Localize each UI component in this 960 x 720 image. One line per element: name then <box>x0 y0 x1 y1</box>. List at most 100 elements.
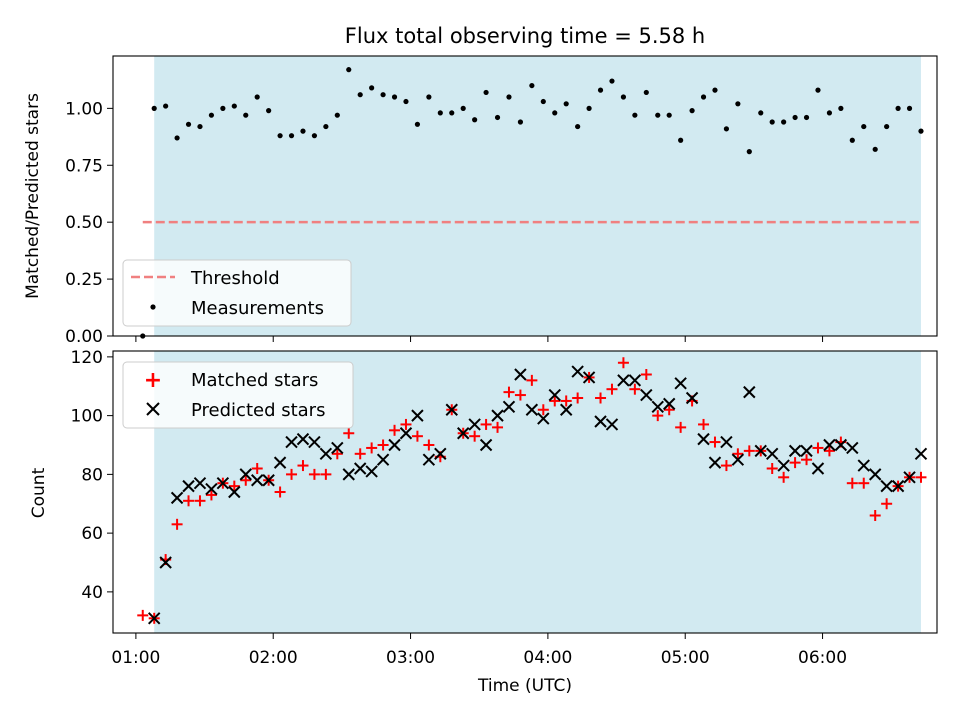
axes-frame <box>112 55 938 337</box>
measurement-point <box>220 105 226 111</box>
measurement-point <box>655 112 661 118</box>
matched-star-point <box>537 404 549 416</box>
predicted-star-point <box>331 441 344 455</box>
matched-star-point <box>514 389 526 401</box>
measurement-point <box>826 110 833 116</box>
predicted-star-point <box>502 400 516 414</box>
matched-star-point <box>823 445 835 457</box>
predicted-star-point <box>262 474 275 487</box>
predicted-star-point <box>445 403 458 416</box>
matched-star-point <box>331 448 343 460</box>
bottom-y-axis-label: Count <box>29 467 49 518</box>
predicted-star-point <box>365 465 378 478</box>
predicted-star-point <box>537 412 550 425</box>
predicted-star-point <box>468 418 481 431</box>
predicted-star-point <box>800 444 813 458</box>
predicted-star-point <box>571 365 584 378</box>
matched-star-point <box>858 477 870 489</box>
predicted-star-point <box>525 403 539 416</box>
bottom-panel: Count Time (UTC) 40 60 80 100 120 01:00 02:00 0… <box>29 348 938 696</box>
predicted-star-point <box>834 438 848 452</box>
y-tick-label: 1.00 <box>65 99 103 119</box>
predicted-star-point <box>559 403 573 416</box>
x-tick-label: 06:00 <box>798 648 847 668</box>
y-tick-label: 80 <box>81 465 103 485</box>
matched-star-point <box>720 460 732 472</box>
measurement-point <box>666 112 672 118</box>
x-tick-label: 01:00 <box>111 648 160 668</box>
measurement-point <box>643 89 649 96</box>
matched-star-point <box>572 392 584 404</box>
measurement-point <box>300 128 306 134</box>
predicted-star-point <box>491 409 504 422</box>
matched-star-point <box>274 486 286 498</box>
measurement-point <box>254 94 260 100</box>
measurement-point <box>597 87 604 93</box>
predicted-star-point <box>182 479 195 493</box>
matched-star-point <box>652 410 664 422</box>
bottom-plot-area: 40 60 80 100 120 01:00 02:00 03:00 04:00 05:00 06:… <box>71 348 938 668</box>
matched-star-point <box>789 457 801 469</box>
matched-star-point <box>801 454 813 466</box>
measurement-point <box>437 110 443 116</box>
matched-star-point <box>915 471 927 483</box>
axes-frame <box>112 350 938 634</box>
matched-star-point <box>480 418 492 430</box>
measurement-point <box>620 94 627 100</box>
measurement-point <box>426 94 432 100</box>
predicted-star-point <box>720 435 733 449</box>
measurement-point <box>140 333 146 339</box>
measurement-point <box>369 85 375 91</box>
measurement-point <box>460 105 466 111</box>
matched-star-point <box>869 510 881 521</box>
predicted-star-point <box>399 427 413 440</box>
predicted-star-point <box>811 462 825 475</box>
predicted-star-point <box>765 447 779 461</box>
measurement-point <box>288 133 295 139</box>
measurement-point <box>575 123 581 130</box>
measurement-point <box>151 105 157 111</box>
y-tick-label: 120 <box>71 348 103 368</box>
predicted-star-point <box>914 447 928 461</box>
predicted-legend-label: Predicted stars <box>191 400 325 421</box>
top-legend-box <box>122 259 352 327</box>
measurement-point <box>391 94 398 100</box>
predicted-star-point <box>777 459 790 472</box>
measurement-point <box>174 135 180 141</box>
matched-star-point <box>617 357 629 369</box>
matched-star-point <box>709 436 721 448</box>
matched-star-point <box>812 442 824 454</box>
threshold-legend-label: Threshold <box>190 268 280 289</box>
matched-star-point <box>400 418 412 430</box>
measurement-point <box>872 146 878 152</box>
bottom-legend-box <box>122 361 354 429</box>
predicted-star-point <box>296 432 310 446</box>
x-tick-label: 05:00 <box>661 648 710 668</box>
matched-star-point <box>503 386 515 398</box>
matched-star-point <box>732 448 744 460</box>
y-tick-label: 0.75 <box>65 156 103 176</box>
measurement-point <box>735 101 741 107</box>
x-axis-label: Time (UTC) <box>477 676 572 696</box>
predicted-star-point <box>891 479 905 493</box>
measurement-point <box>357 92 363 98</box>
predicted-star-point <box>846 441 859 455</box>
predicted-legend-swatch <box>146 402 160 416</box>
predicted-star-point <box>422 453 436 466</box>
predicted-star-point <box>514 368 527 381</box>
measurement-point <box>632 112 638 118</box>
predicted-star-point <box>651 400 664 414</box>
measurement-point <box>185 121 192 127</box>
predicted-star-point <box>903 471 916 484</box>
measurement-point <box>266 108 272 114</box>
predicted-star-point <box>342 468 355 481</box>
measurement-point <box>803 114 810 121</box>
predicted-star-point <box>273 456 287 469</box>
predicted-star-point <box>388 438 401 452</box>
predicted-star-point <box>857 459 870 472</box>
matched-star-point <box>492 421 504 433</box>
top-chart-title: Flux total observing time = 5.58 h <box>345 24 705 48</box>
matched-star-point <box>595 392 607 404</box>
predicted-star-point <box>376 453 390 466</box>
